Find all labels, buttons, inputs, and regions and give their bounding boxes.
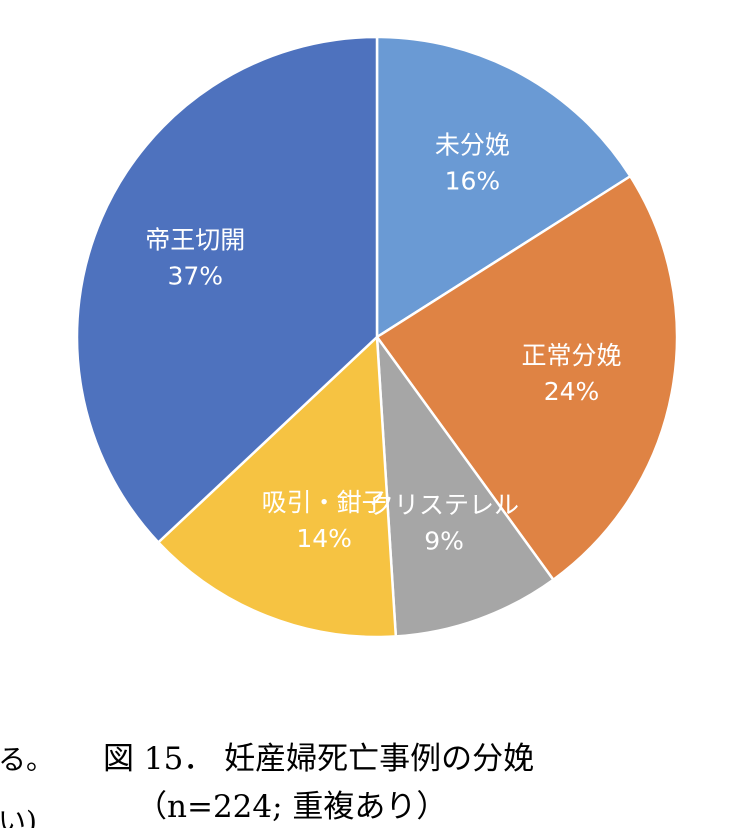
- slice-percent-label: 9%: [424, 526, 464, 555]
- slice-category-label: 帝王切開: [145, 225, 245, 254]
- slice-category-label: 未分娩: [435, 130, 510, 159]
- slice-percent-label: 24%: [544, 377, 600, 406]
- slice-percent-label: 16%: [445, 166, 501, 195]
- body-text-fragment: る。: [0, 743, 55, 776]
- slice-percent-label: 37%: [167, 261, 223, 290]
- pie-slice: [375, 335, 555, 638]
- slice-category-label: クリステレル: [369, 490, 519, 519]
- slice-category-label: 正常分娩: [521, 341, 621, 370]
- figure-caption: 図 15． 妊産婦死亡事例の分娩: [103, 741, 535, 777]
- pie-slice: [375, 35, 632, 339]
- pie-slice: [75, 35, 379, 544]
- figure-caption-sub: （n=224; 重複あり）: [136, 789, 448, 825]
- slice-percent-label: 14%: [296, 524, 352, 553]
- pie-slice: [375, 175, 679, 581]
- pie-slice: [157, 335, 398, 639]
- pie-chart: 未分娩 16% 正常分娩 24% クリステレル 9% 吸引・鉗子 14% 帝王切開 37%: [75, 35, 679, 639]
- slice-category-label: 吸引・鉗子: [262, 488, 387, 517]
- body-text-fragment: い): [0, 805, 37, 838]
